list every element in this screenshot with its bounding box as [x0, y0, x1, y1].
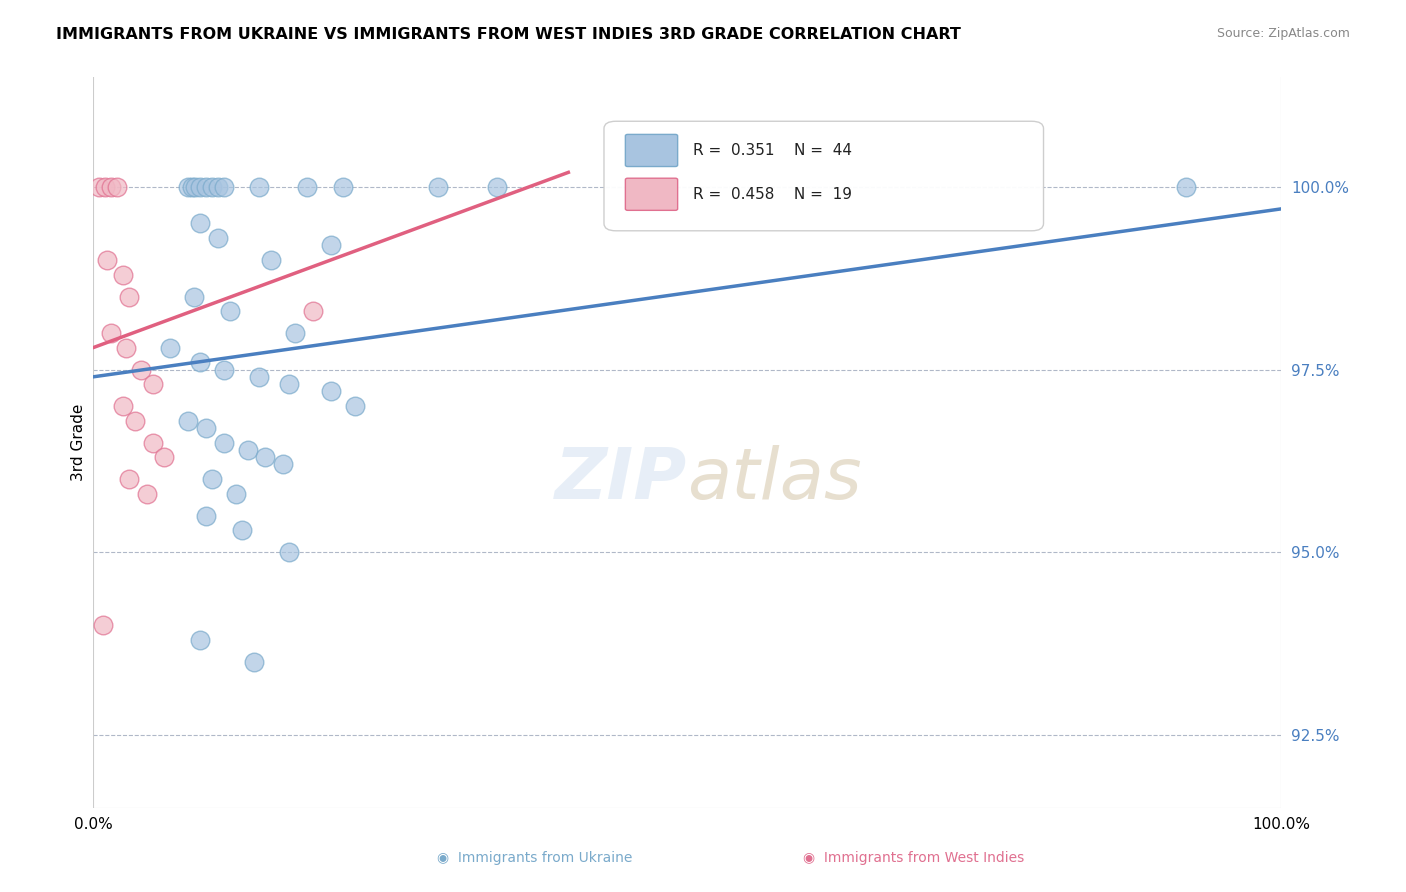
- Point: [115, 341, 138, 355]
- Text: IMMIGRANTS FROM UKRAINE VS IMMIGRANTS FROM WEST INDIES 3RD GRADE CORRELATION CHA: IMMIGRANTS FROM UKRAINE VS IMMIGRANTS FR…: [56, 27, 962, 42]
- Point: [195, 180, 218, 194]
- Point: [486, 180, 509, 194]
- Point: [278, 377, 301, 392]
- Point: [184, 180, 207, 194]
- Point: [302, 304, 325, 318]
- Point: [111, 399, 134, 413]
- Y-axis label: 3rd Grade: 3rd Grade: [72, 404, 86, 482]
- Point: [249, 180, 271, 194]
- Text: ◉  Immigrants from Ukraine: ◉ Immigrants from Ukraine: [437, 851, 631, 865]
- Point: [100, 326, 122, 340]
- Point: [195, 508, 218, 523]
- Point: [188, 217, 211, 231]
- Point: [1175, 180, 1198, 194]
- Point: [260, 252, 283, 267]
- Point: [426, 180, 449, 194]
- Point: [94, 180, 117, 194]
- Point: [142, 377, 165, 392]
- Point: [332, 180, 354, 194]
- Point: [118, 289, 141, 303]
- Text: R =  0.351    N =  44: R = 0.351 N = 44: [693, 143, 852, 158]
- Point: [89, 180, 111, 194]
- Text: R =  0.458    N =  19: R = 0.458 N = 19: [693, 186, 852, 202]
- FancyBboxPatch shape: [626, 135, 678, 167]
- Point: [212, 435, 235, 450]
- Point: [153, 450, 176, 465]
- Point: [249, 369, 271, 384]
- Point: [225, 486, 247, 500]
- Point: [343, 399, 366, 413]
- FancyBboxPatch shape: [605, 121, 1043, 231]
- Text: atlas: atlas: [688, 444, 862, 514]
- Point: [319, 238, 342, 252]
- Point: [96, 252, 118, 267]
- Point: [231, 523, 253, 537]
- Point: [177, 414, 200, 428]
- Point: [218, 304, 240, 318]
- Point: [212, 362, 235, 376]
- Text: Source: ZipAtlas.com: Source: ZipAtlas.com: [1216, 27, 1350, 40]
- FancyBboxPatch shape: [626, 178, 678, 211]
- Point: [124, 414, 146, 428]
- Point: [201, 180, 224, 194]
- Point: [284, 326, 307, 340]
- Point: [207, 231, 229, 245]
- Point: [242, 655, 264, 669]
- Point: [278, 545, 301, 559]
- Point: [180, 180, 202, 194]
- Text: ◉  Immigrants from West Indies: ◉ Immigrants from West Indies: [803, 851, 1025, 865]
- Point: [212, 180, 235, 194]
- Point: [91, 618, 114, 632]
- Point: [236, 442, 259, 457]
- Point: [177, 180, 200, 194]
- Point: [183, 289, 205, 303]
- Point: [201, 472, 224, 486]
- Point: [159, 341, 181, 355]
- Point: [135, 486, 157, 500]
- Point: [254, 450, 277, 465]
- Point: [319, 384, 342, 399]
- Point: [207, 180, 229, 194]
- Point: [295, 180, 318, 194]
- Point: [105, 180, 128, 194]
- Text: ZIP: ZIP: [555, 444, 688, 514]
- Point: [129, 362, 152, 376]
- Point: [188, 632, 211, 647]
- Point: [118, 472, 141, 486]
- Point: [271, 458, 294, 472]
- Point: [142, 435, 165, 450]
- Point: [188, 180, 211, 194]
- Point: [100, 180, 122, 194]
- Point: [195, 421, 218, 435]
- Point: [111, 268, 134, 282]
- Point: [188, 355, 211, 369]
